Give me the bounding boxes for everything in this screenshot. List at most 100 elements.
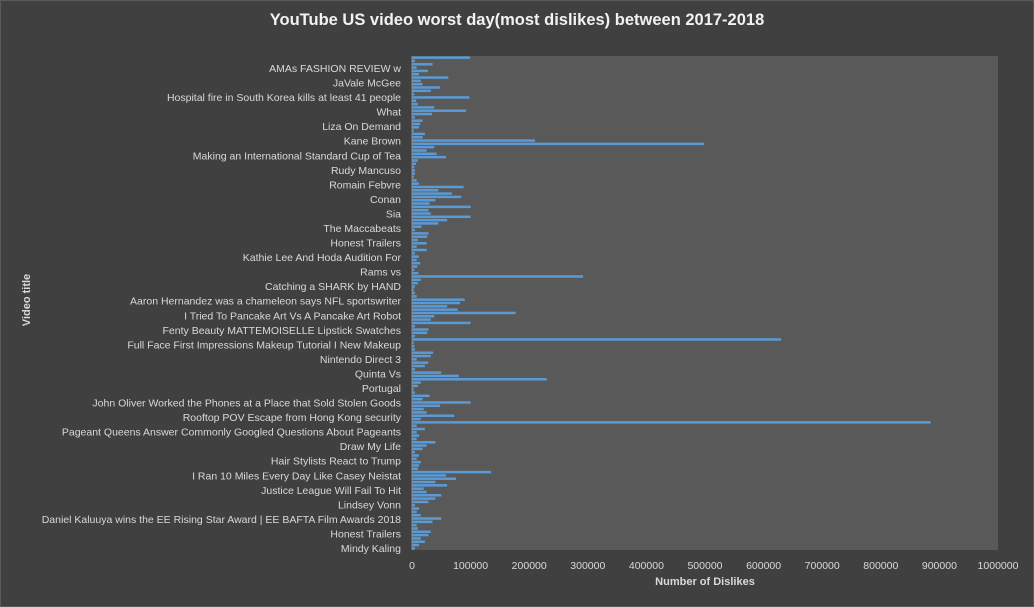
x-tick-labels: 0 100000 200000 300000 400000 500000 600000 700… [409,560,1019,572]
bar [412,238,418,242]
bar [412,444,427,447]
bar [412,424,417,427]
bar [412,271,419,275]
category-label: Nintendo Direct 3 [320,354,401,366]
bar [412,397,423,401]
bar [412,334,415,338]
bar [412,344,415,348]
bar [412,202,430,205]
bar [412,308,458,311]
bar [412,86,441,89]
category-label: Catching a SHARK by HAND [265,281,401,293]
bar [412,145,435,149]
bar [412,467,418,471]
category-label: Aaron Hernandez was a chameleon says NFL… [130,296,401,308]
bar [412,527,418,530]
category-label: Pageant Queens Answer Commonly Googled Q… [62,427,401,439]
bar [412,192,452,195]
x-tick-label: 700000 [805,560,840,572]
bar [412,72,420,76]
category-label: Rudy Mancuso [331,165,401,177]
bar [412,348,415,351]
bar [412,195,462,199]
bar [412,179,417,182]
category-label: Draw My Life [340,441,401,453]
category-label: Justice League Will Fail To Hit [261,485,401,497]
bar [412,324,415,328]
bar [412,132,425,136]
bar [412,232,429,235]
bar [412,135,423,139]
bar [412,215,471,219]
category-label: Rooftop POV Escape from Hong Kong securi… [183,412,402,424]
category-label: Fenty Beauty MATTEMOISELLE Lipstick Swat… [163,325,401,337]
bar [412,543,420,547]
bar [412,434,420,437]
bar [412,218,448,222]
category-label: Liza On Demand [322,121,401,133]
bar [412,278,421,282]
y-axis-title: Video title [21,273,33,327]
bar [412,76,449,79]
bar [412,477,456,480]
bar [412,252,415,255]
bar [412,228,415,232]
bar [412,255,420,258]
category-label: Honest Trailers [330,238,401,250]
bar [412,500,429,504]
bar [412,523,417,527]
bar [412,185,464,189]
bar [412,182,420,185]
bar [412,126,420,129]
bar [412,354,431,358]
bar [412,92,415,96]
bar [412,155,446,159]
bar [412,205,471,209]
bar [412,513,421,517]
bar [412,162,417,165]
bar [412,248,427,252]
bar [412,407,424,411]
category-label: Daniel Kaluuya wins the EE Rising Star A… [42,514,401,526]
category-label: Romain Febvre [329,179,401,191]
bar [412,401,471,404]
bar [412,268,415,272]
bar [412,537,421,540]
bar [412,102,418,106]
bar [412,470,492,474]
bar [412,358,417,361]
bar [412,149,427,152]
bar [412,411,427,414]
bar [412,79,421,83]
bar [412,484,448,487]
x-tick-label: 500000 [687,560,722,572]
x-tick-label: 400000 [629,560,664,572]
category-label: AMAs FASHION REVIEW w [269,63,401,75]
bar [412,494,442,497]
x-tick-label: 200000 [512,560,547,572]
x-tick-label: 0 [409,560,415,572]
bar [412,305,448,308]
bar [412,315,435,318]
bar [412,414,455,417]
bar [412,460,421,464]
bar [412,116,415,119]
bar [412,441,436,444]
bar [412,404,441,408]
bar [412,235,428,238]
bar [412,417,421,421]
x-tick-label: 300000 [570,560,605,572]
bar [412,261,421,265]
bar [412,374,459,378]
bar [412,175,414,179]
category-label: What [376,107,401,119]
bar [412,109,466,112]
bar [412,520,433,524]
category-label: The Maccabeats [323,223,401,235]
bar [412,285,415,288]
category-labels: AMAs FASHION REVIEW w JaVale McGee Hospita… [42,63,402,555]
bar [412,298,465,301]
category-label: Hair Stylists React to Trump [271,456,401,468]
bar [412,394,430,398]
